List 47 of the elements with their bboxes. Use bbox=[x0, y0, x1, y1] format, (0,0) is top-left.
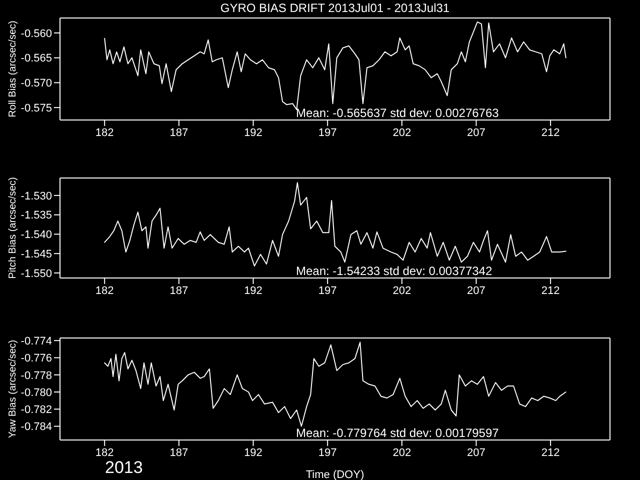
annotation: Mean: -1.54233 std dev: 0.00377342 bbox=[296, 264, 492, 278]
x-tick-label: 197 bbox=[318, 126, 337, 139]
line-series bbox=[104, 342, 566, 427]
y-tick-label: -0.575 bbox=[20, 102, 52, 114]
x-tick-label: 192 bbox=[244, 284, 262, 297]
x-tick-label: 207 bbox=[467, 446, 486, 459]
y-tick-label: -0.774 bbox=[20, 335, 52, 348]
y-tick-label: -1.535 bbox=[20, 210, 52, 222]
y-tick-label: -0.570 bbox=[20, 78, 52, 90]
y-tick-label: -0.560 bbox=[20, 28, 52, 40]
x-tick-label: 187 bbox=[170, 126, 188, 139]
x-tick-label: 202 bbox=[392, 284, 412, 297]
x-tick-label: 182 bbox=[95, 446, 114, 459]
x-tick-label: 207 bbox=[467, 284, 486, 297]
annotation: Mean: -0.779764 std dev: 0.00179597 bbox=[296, 426, 499, 440]
x-tick-label: 197 bbox=[318, 446, 337, 459]
y-tick-label: -0.776 bbox=[20, 352, 52, 365]
x-tick-label: 202 bbox=[392, 126, 412, 139]
y-tick-label: -0.780 bbox=[20, 386, 52, 399]
chart-title: GYRO BIAS DRIFT 2013Jul01 - 2013Jul31 bbox=[219, 1, 451, 15]
x-tick-label: 192 bbox=[244, 446, 262, 459]
x-tick-label: 197 bbox=[318, 284, 337, 297]
y-axis-title: Roll Bias (arcsec/sec) bbox=[8, 20, 19, 118]
y-tick-label: -1.530 bbox=[20, 190, 52, 202]
text: 2013 bbox=[105, 458, 143, 478]
x-tick-label: 207 bbox=[467, 126, 486, 139]
y-tick-label: -1.545 bbox=[20, 248, 52, 260]
y-tick-label: -0.778 bbox=[20, 370, 52, 382]
x-tick-label: 212 bbox=[541, 126, 560, 139]
y-tick-label: -0.565 bbox=[20, 52, 52, 65]
line-series bbox=[104, 182, 566, 266]
y-tick-label: -1.550 bbox=[20, 268, 52, 280]
x-tick-label: 192 bbox=[244, 126, 262, 139]
y-axis-title: Yaw Bias (arcsec/sec) bbox=[8, 340, 19, 438]
y-tick-label: -0.784 bbox=[20, 421, 52, 434]
x-axis-title: Time (DOY) bbox=[306, 469, 364, 480]
x-tick-label: 182 bbox=[95, 284, 114, 297]
x-tick-label: 202 bbox=[392, 446, 412, 459]
x-tick-label: 212 bbox=[541, 284, 560, 297]
x-tick-label: 212 bbox=[541, 446, 560, 459]
x-tick-label: 187 bbox=[170, 446, 188, 459]
annotation: Mean: -0.565637 std dev: 0.00276763 bbox=[296, 106, 499, 120]
x-tick-label: 182 bbox=[95, 126, 114, 139]
y-tick-label: -1.540 bbox=[20, 229, 52, 242]
x-tick-label: 187 bbox=[170, 284, 188, 297]
y-tick-label: -0.782 bbox=[20, 404, 52, 416]
y-axis-title: Pitch Bias (arcsec/sec) bbox=[8, 177, 19, 279]
